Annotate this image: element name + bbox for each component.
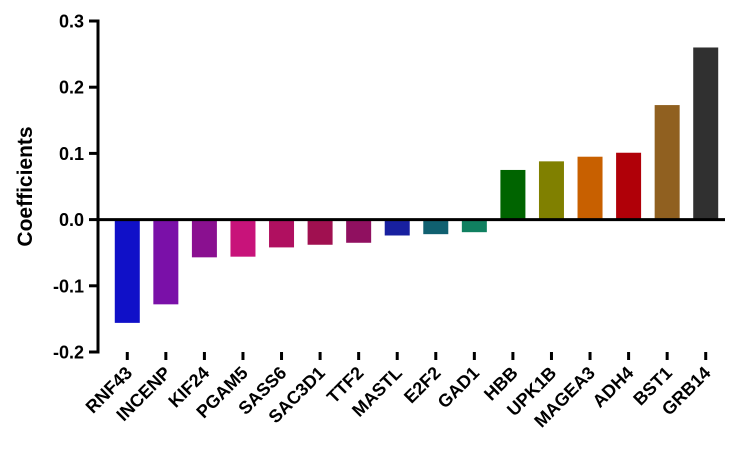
bar	[577, 156, 603, 220]
y-tick-label: -0.1	[53, 276, 84, 296]
bar	[153, 219, 179, 305]
bar	[693, 47, 719, 220]
bar	[538, 161, 564, 220]
bar	[191, 219, 217, 258]
category-label: ADH4	[589, 363, 638, 412]
bar	[307, 219, 333, 245]
bar	[500, 169, 526, 220]
y-tick-label: 0.3	[59, 12, 84, 32]
y-tick-label: 0.2	[59, 78, 84, 98]
bar	[423, 219, 449, 235]
bar	[616, 152, 642, 220]
y-axis-title: Coefficients	[14, 126, 37, 246]
y-tick-label: 0.0	[59, 210, 84, 230]
bar	[269, 219, 295, 248]
bar	[114, 219, 140, 323]
category-labels: RNF43INCENPKIF24PGAM5SASS6SAC3D1TTF2MAST…	[82, 363, 715, 432]
category-label: GAD1	[434, 363, 484, 413]
y-tick-label: 0.1	[59, 144, 84, 164]
x-axis	[98, 218, 725, 360]
bar	[230, 219, 256, 257]
bar	[346, 219, 372, 243]
bar	[461, 219, 487, 233]
bar	[384, 219, 410, 236]
y-axis: 0.3 0.2 0.1 0.0 -0.1 -0.2	[53, 12, 100, 363]
bars	[114, 47, 719, 323]
y-tick-label: -0.2	[53, 343, 84, 363]
bar	[654, 105, 680, 220]
